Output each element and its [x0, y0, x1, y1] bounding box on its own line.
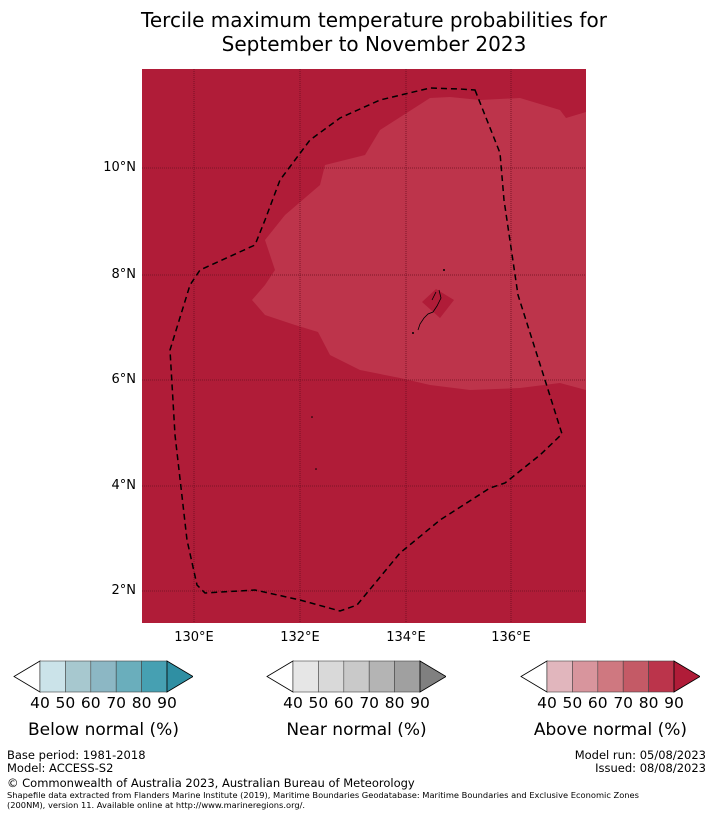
colorbar-segment — [65, 660, 92, 693]
model-run: Model run: 05/08/2023 — [574, 748, 706, 762]
colorbar-lower-arrow — [13, 660, 41, 693]
colorbar-tick: 90 — [410, 694, 430, 712]
region-above-80-90 — [252, 97, 586, 390]
colorbar-upper-arrow — [166, 660, 193, 693]
model-name: Model: ACCESS-S2 — [7, 761, 114, 775]
colorbar-label: Near normal (%) — [286, 720, 427, 740]
colorbar-segment — [343, 660, 370, 693]
colorbar-upper-arrow — [419, 660, 446, 693]
colorbar-tick: 60 — [80, 694, 101, 712]
colorbar-2 — [520, 660, 700, 693]
island-dot — [315, 468, 317, 470]
colorbar-upper-arrow — [673, 660, 700, 693]
y-tick: 8°N — [111, 267, 137, 282]
base-period: Base period: 1981-2018 — [7, 748, 146, 762]
colorbar-tick: 50 — [308, 694, 329, 712]
y-tick: 4°N — [111, 478, 137, 493]
y-tick: 6°N — [111, 372, 137, 387]
colorbar-segment — [597, 660, 624, 693]
colorbar-lower-arrow — [266, 660, 294, 693]
copyright: © Commonwealth of Australia 2023, Austra… — [7, 776, 415, 790]
gridlines — [142, 69, 586, 623]
colorbar-segment — [292, 660, 319, 693]
title-line-2: September to November 2023 — [221, 32, 527, 56]
colorbar-tick: 90 — [664, 694, 684, 712]
colorbar-segment — [622, 660, 649, 693]
colorbar-tick: 80 — [384, 694, 405, 712]
colorbar-tick: 60 — [333, 694, 354, 712]
island-dot — [443, 269, 445, 271]
map — [142, 69, 586, 623]
colorbar-tick: 50 — [562, 694, 583, 712]
colorbar-tick: 60 — [587, 694, 608, 712]
x-tick: 136°E — [491, 630, 531, 645]
x-tick: 132°E — [280, 630, 320, 645]
colorbar-segment — [141, 660, 168, 693]
issued-date: Issued: 08/08/2023 — [595, 761, 706, 775]
colorbar-lower-arrow — [520, 660, 548, 693]
colorbar-segment — [90, 660, 117, 693]
colorbar-segment — [572, 660, 599, 693]
colorbar-segment — [318, 660, 345, 693]
colorbar-segment — [546, 660, 573, 693]
title-line-1: Tercile maximum temperature probabilitie… — [141, 8, 607, 32]
colorbar-tick: 40 — [283, 694, 303, 712]
colorbar-tick: 70 — [613, 694, 634, 712]
eez-boundary — [169, 87, 563, 612]
colorbar-1 — [266, 660, 446, 693]
island-dot — [412, 332, 414, 334]
colorbar-segment — [394, 660, 421, 693]
colorbar-segment — [648, 660, 675, 693]
colorbar-tick: 40 — [30, 694, 50, 712]
palau-coastline — [417, 289, 442, 331]
colorbar-tick: 70 — [359, 694, 380, 712]
colorbar-label: Above normal (%) — [533, 720, 688, 740]
x-tick: 130°E — [174, 630, 214, 645]
colorbar-tick: 90 — [157, 694, 177, 712]
colorbar-tick: 70 — [106, 694, 127, 712]
colorbar-segment — [368, 660, 395, 693]
colorbar-tick: 40 — [537, 694, 557, 712]
figure-title: Tercile maximum temperature probabilitie… — [0, 8, 713, 56]
x-tick: 134°E — [386, 630, 426, 645]
colorbar-label: Below normal (%) — [28, 720, 179, 740]
shapefile-credit-2: (200NM), version 11. Available online at… — [7, 800, 306, 810]
colorbar-tick: 80 — [638, 694, 659, 712]
colorbar-tick: 80 — [131, 694, 152, 712]
y-tick: 10°N — [103, 160, 136, 175]
colorbar-0 — [13, 660, 193, 693]
shapefile-credit-1: Shapefile data extracted from Flanders M… — [7, 790, 639, 800]
colorbar-segment — [39, 660, 66, 693]
island-dot — [311, 416, 313, 418]
colorbar-segment — [115, 660, 142, 693]
y-tick: 2°N — [111, 583, 137, 598]
colorbar-tick: 50 — [55, 694, 76, 712]
